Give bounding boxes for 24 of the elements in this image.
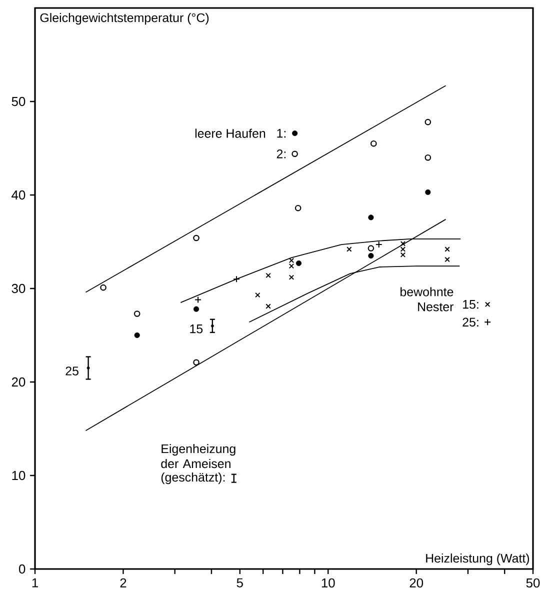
y-axis-title: Gleichgewichtstemperatur (°C) [40,12,209,25]
x-tick-label: 2 [120,578,126,588]
x-tick-label: 20 [410,578,424,588]
y-tick-label: 50 [12,96,26,106]
legend-label: 15: [463,300,478,309]
y-tick-label: 0 [18,564,26,574]
annotation: 25 [66,366,78,376]
annotation: Eigenheizung der Ameisen [161,444,236,468]
x-tick-label: 10 [322,578,335,588]
legend-label: 25: [462,318,478,327]
annotation: bewohnte Nester [400,287,454,312]
x-tick-label: 50 [526,578,540,588]
y-tick-label: 30 [12,284,26,294]
legend-label: 2: [276,150,286,158]
y-tick-label: 20 [12,377,26,387]
x-axis-title: Heizleistung (Watt) [426,554,530,566]
legend-label: 1: [277,129,286,138]
legend-label: (geschätzt): [161,472,225,484]
annotation: 15 [190,324,203,334]
x-tick-label: 5 [236,578,243,588]
x-tick-label: 1 [32,578,38,588]
y-tick-label: 10 [12,470,26,480]
y-tick-label: 40 [12,190,26,200]
annotation: leere Haufen [195,128,266,138]
